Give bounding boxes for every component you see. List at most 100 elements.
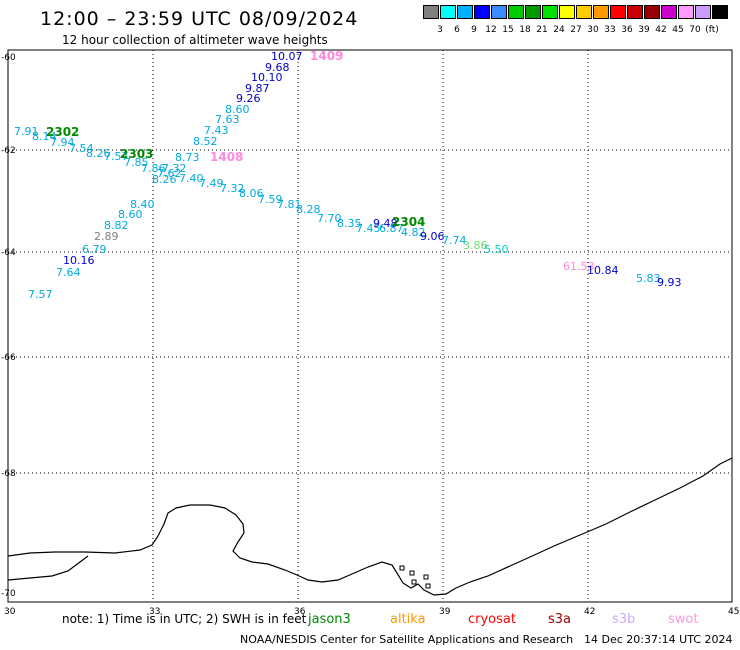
legend-tick-label: 15 [502,25,514,35]
legend-tick-label: 18 [519,25,531,35]
wave-height-value: 7.49 [199,177,224,190]
map-grid [8,50,732,602]
legend-swatch [627,5,643,19]
wave-height-value: 8.60 [118,208,143,221]
legend-swatch [508,5,524,19]
wave-height-value: 8.60 [225,103,250,116]
wave-height-value: 7.62 [157,167,182,180]
wave-height-value: 8.26 [86,147,111,160]
wave-height-value: 7.43 [204,124,229,137]
legend-swatch [610,5,626,19]
legend-swatch [644,5,660,19]
satellite-name: jason3 [308,612,351,627]
pass-time-labels: 1409 2302 2303 1408 2304 [46,49,425,229]
wave-height-value: 8.14 [32,130,57,143]
legend-tick-label: 27 [570,25,582,35]
pass-time-label: 1409 [310,49,343,63]
wave-height-value: 9.26 [236,92,261,105]
wave-height-value: 7.57 [104,150,129,163]
legend-swatch [559,5,575,19]
lon-tick-label: 45 [728,607,739,617]
satellite-name: altika [390,612,426,627]
legend-swatch [474,5,490,19]
satellite-name: s3a [548,612,572,627]
lon-tick-label: 39 [439,607,451,617]
wave-height-value: 8.40 [130,198,155,211]
wave-height-value: 10.16 [63,254,95,267]
page-title: 12:00 – 23:59 UTC 08/09/2024 [40,8,359,30]
page-subtitle: 12 hour collection of altimeter wave hei… [62,33,328,47]
legend-swatch [440,5,456,19]
legend-tick-label: 36 [621,25,633,35]
island [399,565,405,571]
wave-height-value: 7.74 [442,234,467,247]
legend-swatch [457,5,473,19]
map-frame [7,49,733,603]
satellite-name: swot [668,612,699,627]
legend-tick-label: 3 [437,25,443,35]
legend-tick-label: 45 [672,25,684,35]
wave-height-value: 10.84 [587,264,619,277]
legend-tick-label: 42 [655,25,667,35]
lat-tick-label: -70 [1,589,16,599]
legend-swatch [491,5,507,19]
legend-tick-label: 24 [553,25,565,35]
observation-labels: 10.079.6810.109.879.268.607.637.438.528.… [14,50,682,301]
antarctic-coastline [7,457,733,596]
legend-tick-label: 70 [689,25,701,35]
wave-height-value: 7.70 [317,212,342,225]
legend-tick-label: 30 [587,25,599,35]
wave-height-value: 8.28 [296,203,321,216]
legend-tick-label: (ft) [705,25,719,35]
wave-height-value: 61.53 [563,260,595,273]
wave-height-value: 8.82 [104,219,129,232]
wave-height-value: 8.26 [152,173,177,186]
legend-swatch [542,5,558,19]
wave-height-value: 9.48 [373,217,398,230]
legend-swatch [525,5,541,19]
lat-tick-label: -66 [1,353,16,363]
wave-height-value: 6.79 [82,243,107,256]
wave-height-value: 9.68 [265,61,290,74]
wave-height-value: 5.83 [636,272,661,285]
pass-time-label: 2302 [46,125,79,139]
legend-tick-label: 33 [604,25,616,35]
wave-height-value: 7.81 [277,198,302,211]
lat-tick-label: -68 [1,469,16,479]
island [423,574,429,580]
legend-swatch [712,5,728,19]
wave-height-value: 7.45 [356,222,381,235]
legend-swatch [576,5,592,19]
lat-tick-label: -60 [1,53,16,63]
wave-height-value: 6.87 [379,222,404,235]
legend-tick-label: 9 [471,25,477,35]
legend-tick-label: 12 [485,25,497,35]
lat-tick-label: -62 [1,146,16,156]
ice-shelf-edge [7,555,89,581]
wave-height-value: 7.59 [258,193,283,206]
wave-height-value: 8.06 [239,187,264,200]
latitude-axis: -60 -62 -64 -66 -68 -70 [1,53,16,599]
island [425,583,431,589]
legend-swatch [423,5,439,19]
satellite-name: cryosat [468,612,516,627]
wave-height-value: 10.10 [251,71,283,84]
wave-height-value: 8.35 [337,217,362,230]
wave-height-value: 7.85 [124,156,149,169]
wave-height-value: 7.54 [69,142,94,155]
wave-height-value: 7.63 [215,113,240,126]
map-border [7,49,733,603]
wave-height-value: 7.57 [28,288,53,301]
legend-swatch [661,5,677,19]
wave-height-value: 7.40 [179,172,204,185]
wave-height-value: 10.07 [271,50,303,63]
legend-tick-label: 6 [454,25,460,35]
credit-line: NOAA/NESDIS Center for Satellite Applica… [240,633,574,646]
lon-tick-label: 36 [294,607,306,617]
legend-tick-label: 21 [536,25,548,35]
wave-height-value: 7.94 [50,136,75,149]
coastline [7,457,733,596]
wave-height-value: 7.32 [162,162,187,175]
wave-height-value: 7.64 [56,266,81,279]
